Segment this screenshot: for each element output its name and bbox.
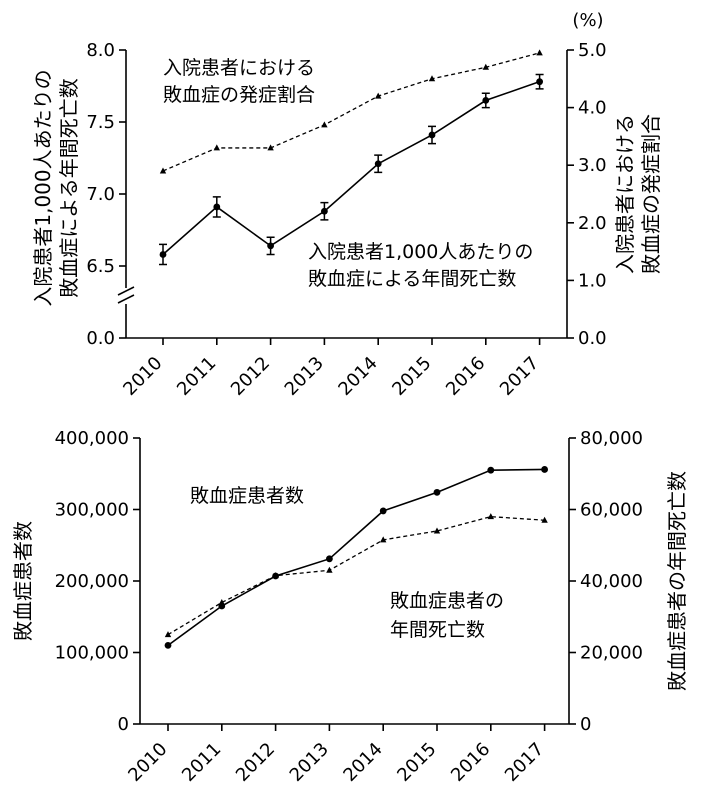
bottom-solid-series-point <box>433 488 441 496</box>
bottom-dashed-series-point <box>164 631 172 638</box>
bottom-right-axis-label: 敗血症患者の年間死亡数 <box>665 471 689 691</box>
bottom-dashed-series-point <box>380 536 387 543</box>
bottom-solid-series-point <box>487 466 495 474</box>
bottom-x-tick-label: 2012 <box>232 739 279 786</box>
top-x-tick-label: 2011 <box>173 353 220 400</box>
bottom-axes <box>139 438 570 725</box>
top-x-tick-label: 2015 <box>388 353 435 400</box>
top-dashed-series-label-2: 敗血症の発症割合 <box>163 84 315 106</box>
bottom-x-tick-label: 2016 <box>447 739 494 786</box>
top-x-tick-label: 2012 <box>227 353 274 400</box>
top-solid-series-point <box>482 97 490 104</box>
bottom-left-ticks: 0 100,000 200,000 300,000 400,000 <box>55 428 140 735</box>
bottom-left-axis-label: 敗血症患者数 <box>11 521 35 641</box>
bottom-right-tick-label: 40,000 <box>580 571 643 592</box>
top-right-tick-label: 0.0 <box>578 328 607 349</box>
top-dashed-series-point <box>536 49 543 56</box>
bottom-right-tick-label: 80,000 <box>580 428 643 449</box>
top-solid-series-point <box>374 160 382 168</box>
bottom-left-tick-label: 400,000 <box>55 428 129 449</box>
bottom-right-tick-label: 60,000 <box>580 500 643 521</box>
bottom-dashed-series-point <box>487 513 494 520</box>
top-series <box>159 49 544 266</box>
bottom-x-tick-label: 2010 <box>124 739 171 786</box>
top-left-axis-label-1: 入院患者1,000人あたりの <box>31 69 55 306</box>
top-left-tick-label: 0.0 <box>86 328 115 349</box>
bottom-solid-series-point <box>379 507 387 515</box>
bottom-x-ticks: 2010 2011 2012 2013 2014 2015 2016 2017 <box>124 724 548 786</box>
bottom-x-tick-label: 2014 <box>339 739 386 786</box>
bottom-dashed-series-point <box>541 516 548 523</box>
top-dashed-series-point <box>267 144 274 151</box>
top-right-tick-label: 3.0 <box>578 155 607 176</box>
top-left-ticks: 0.0 6.5 7.0 7.5 8.0 <box>86 40 126 349</box>
bottom-right-tick-label: 20,000 <box>580 643 643 664</box>
bottom-right-ticks: 0 20,000 40,000 60,000 80,000 <box>569 428 643 735</box>
top-x-tick-label: 2016 <box>442 353 489 400</box>
bottom-solid-series-point <box>164 641 172 649</box>
top-solid-series-point <box>536 78 543 86</box>
top-right-tick-label: 5.0 <box>578 40 607 61</box>
bottom-dashed-series-label-2: 年間死亡数 <box>390 619 485 641</box>
bottom-left-tick-label: 200,000 <box>55 571 129 592</box>
bottom-dashed-series-point <box>326 566 333 573</box>
bottom-solid-series-point <box>272 572 279 580</box>
bottom-x-tick-label: 2017 <box>501 739 548 786</box>
bottom-series <box>164 466 548 649</box>
top-x-tick-label: 2014 <box>334 353 381 400</box>
bottom-solid-series-point <box>541 466 548 473</box>
bottom-left-tick-label: 0 <box>118 714 129 735</box>
top-right-axis-label-1: 入院患者における <box>613 114 637 274</box>
top-solid-series-point <box>321 207 328 215</box>
top-x-ticks: 2010 2011 2012 2013 2014 2015 2016 2017 <box>119 338 543 400</box>
top-left-tick-label: 7.5 <box>86 112 115 133</box>
top-axes <box>117 50 568 339</box>
top-dashed-series-point <box>428 75 436 82</box>
top-solid-series-point <box>159 251 167 258</box>
bottom-x-tick-label: 2013 <box>286 739 333 786</box>
top-x-tick-label: 2017 <box>496 353 543 400</box>
top-left-tick-label: 6.5 <box>86 256 115 277</box>
top-right-tick-label: 2.0 <box>578 213 607 234</box>
bottom-chart: 0 100,000 200,000 300,000 400,000 0 20,000 40,… <box>11 428 689 786</box>
top-solid-series-point <box>213 203 221 211</box>
bottom-solid-series-point <box>218 602 226 610</box>
top-left-tick-label: 8.0 <box>86 40 115 61</box>
bottom-left-tick-label: 100,000 <box>55 643 129 664</box>
bottom-left-tick-label: 300,000 <box>55 500 129 521</box>
top-x-tick-label: 2013 <box>281 353 328 400</box>
top-chart: 0.06.57.07.58.0 0.01.02.03.04.05.0 2010 2… <box>31 10 663 400</box>
top-solid-series-label-1: 入院患者1,000人あたりの <box>308 241 533 263</box>
top-dashed-series-point <box>482 63 489 70</box>
top-right-tick-label: 1.0 <box>578 270 607 291</box>
top-solid-series-line <box>162 80 540 256</box>
top-dashed-series-point <box>213 144 220 151</box>
top-dashed-series-point <box>375 92 382 99</box>
top-x-tick-label: 2010 <box>119 353 166 400</box>
bottom-dashed-series-point <box>433 527 441 534</box>
top-dashed-series-label-1: 入院患者における <box>163 57 315 79</box>
bottom-dashed-series-line <box>167 515 545 636</box>
top-left-axis-label-2: 敗血症による年間死亡数 <box>57 78 81 297</box>
bottom-solid-series-point <box>326 555 333 563</box>
top-right-ticks: 0.0 1.0 2.0 3.0 4.0 5.0 <box>567 40 607 349</box>
top-solid-series-point <box>267 242 274 250</box>
bottom-x-tick-label: 2011 <box>178 739 225 786</box>
bottom-solid-series-line <box>167 468 545 646</box>
top-right-axis-label-2: 敗血症の発症割合 <box>639 114 663 274</box>
bottom-x-tick-label: 2015 <box>393 739 440 786</box>
top-right-tick-label: 4.0 <box>578 98 607 119</box>
top-solid-series-point <box>428 131 436 139</box>
bottom-right-tick-label: 0 <box>580 714 591 735</box>
top-axis-break-mark <box>117 286 135 304</box>
bottom-dashed-series-label-1: 敗血症患者の <box>390 590 504 612</box>
top-right-unit: (%) <box>572 10 603 31</box>
top-solid-series-label-2: 敗血症による年間死亡数 <box>308 268 516 290</box>
top-dashed-series-point <box>321 121 328 128</box>
top-dashed-series-point <box>159 167 167 174</box>
top-left-tick-label: 7.0 <box>86 184 115 205</box>
bottom-solid-series-label: 敗血症患者数 <box>190 485 304 507</box>
